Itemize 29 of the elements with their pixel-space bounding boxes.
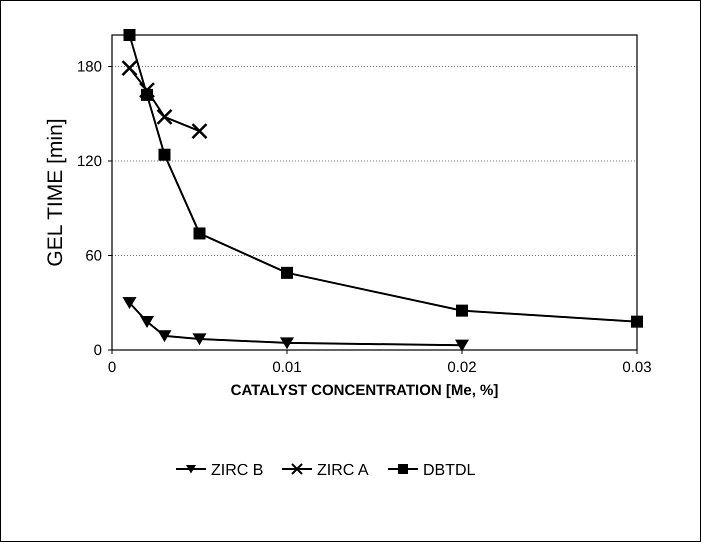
legend-label: ZIRC A [317,462,369,479]
point [140,316,154,328]
point [456,304,468,317]
point [122,297,136,310]
point [156,108,173,126]
point [191,122,208,140]
legend-label: ZIRC B [211,462,264,479]
point [280,337,294,350]
legend-label: DBTDL [423,462,476,479]
point [124,29,136,41]
y-tick-label: 180 [76,58,102,76]
x-tick-label: 0.01 [272,359,302,376]
point [158,148,170,161]
y-tick-label: 0 [94,342,102,359]
x-axis-title: CATALYST CONCENTRATION [Me, %] [230,382,498,399]
point [631,316,643,328]
point [121,60,138,76]
point [138,82,156,98]
point [281,266,293,279]
x-tick-label: 0.02 [447,359,477,376]
y-tick-label: 60 [85,248,102,264]
x-tick-label: 0.03 [622,359,652,376]
point [158,330,172,342]
point [194,227,206,240]
point [455,340,469,352]
y-axis-title: GEL TIME [min] [44,118,67,267]
point [192,333,206,346]
y-tick-label: 120 [76,153,102,170]
x-tick-label: 0 [108,359,116,376]
